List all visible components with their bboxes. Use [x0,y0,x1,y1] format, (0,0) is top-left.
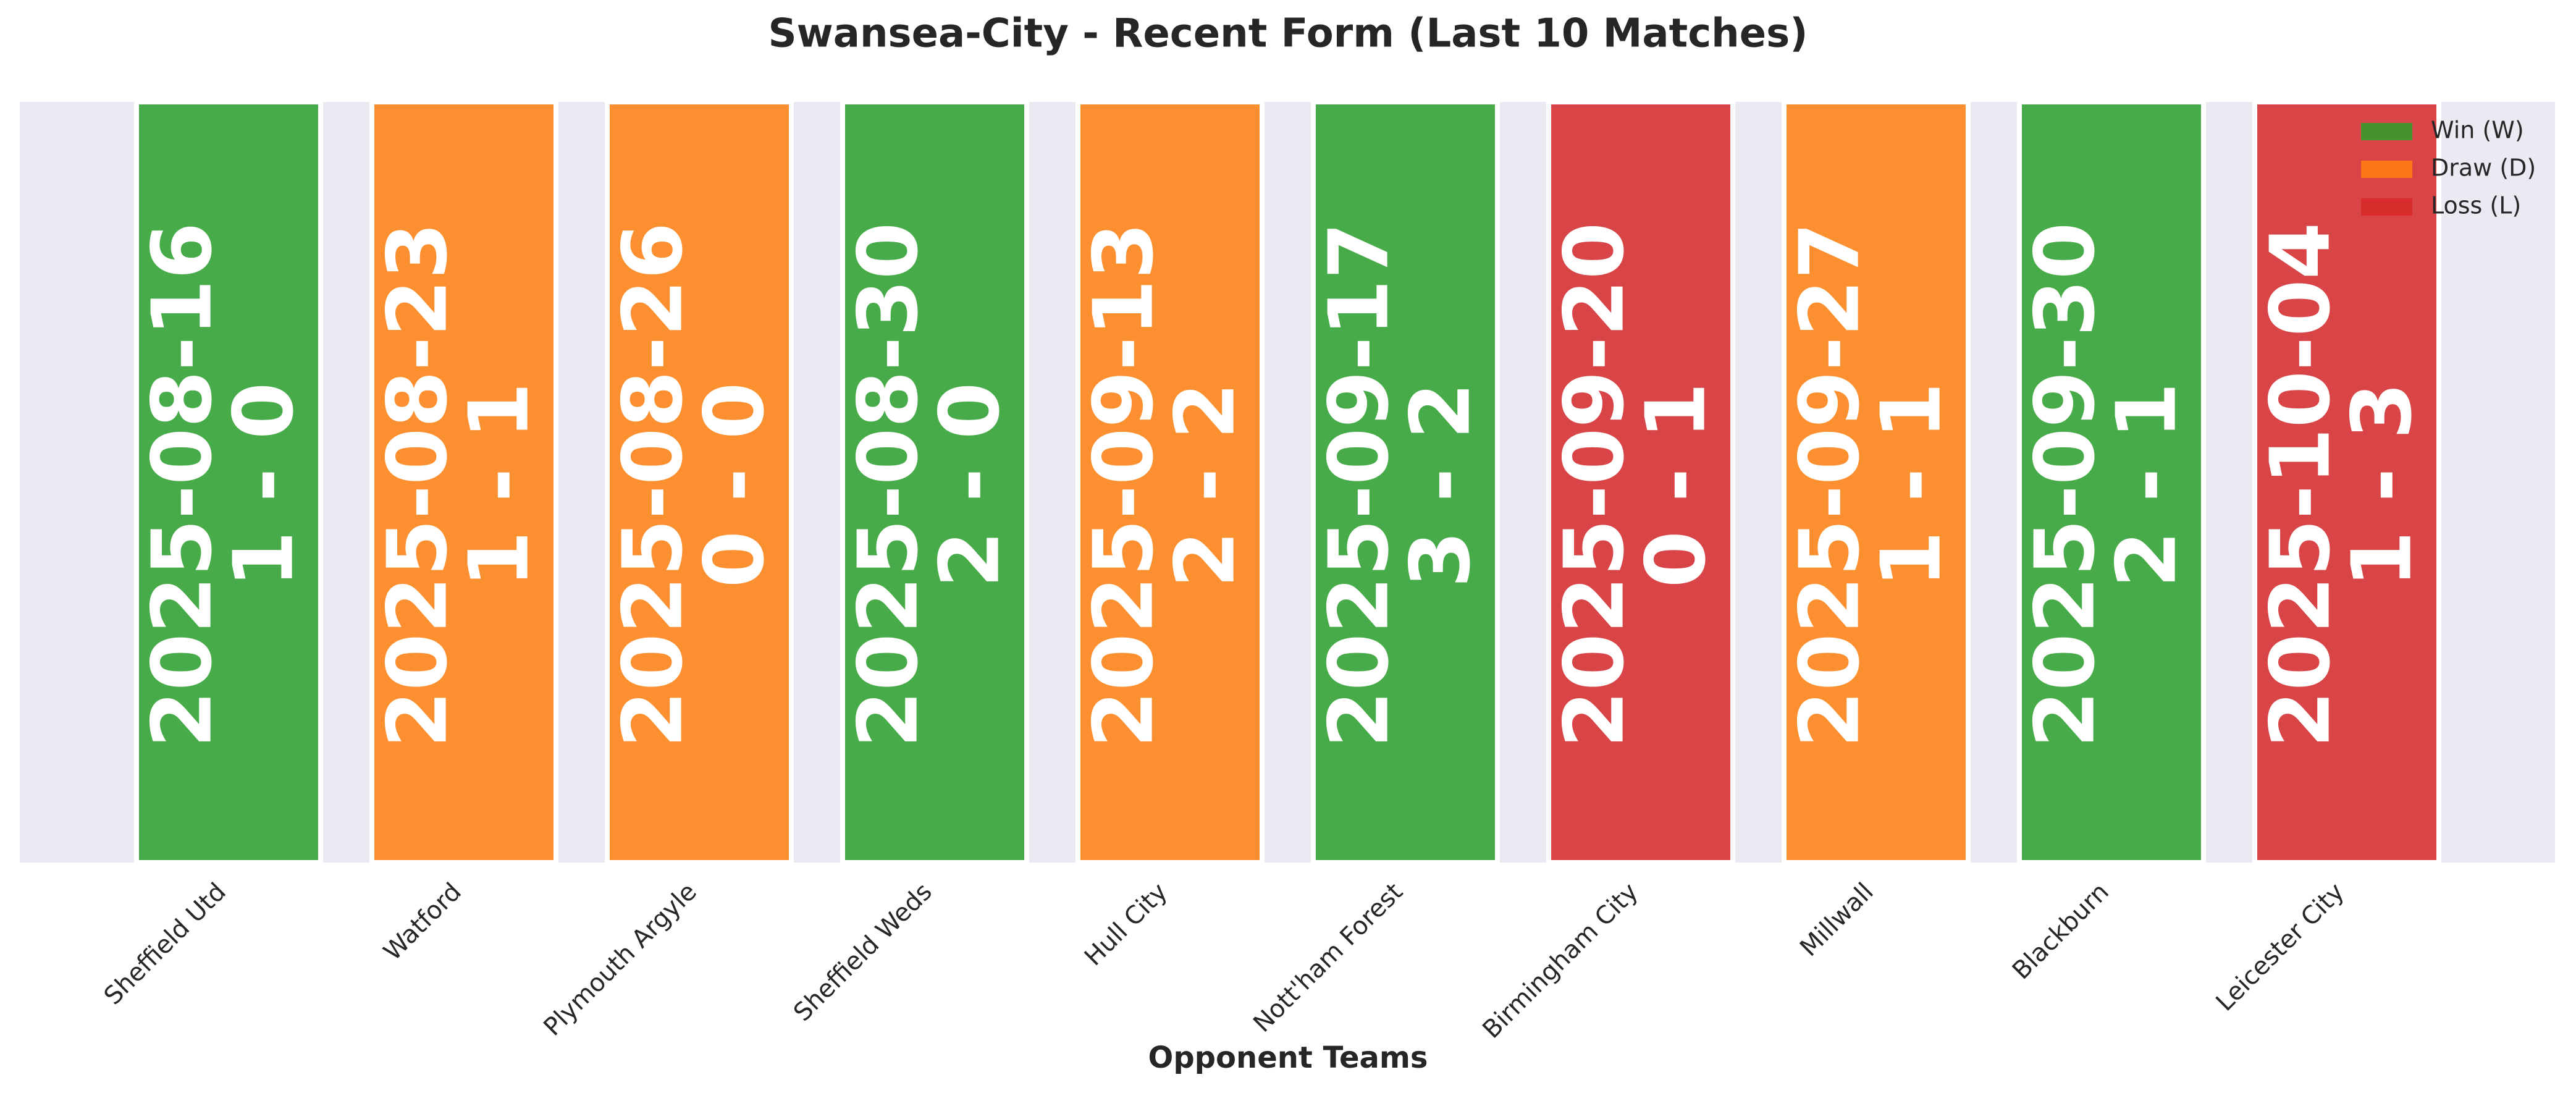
bar-score-label: 3 - 2 [1394,382,1489,588]
bar-date-label: 2025-09-27 [1783,222,1878,748]
legend-swatch [2361,123,2412,140]
x-tick-label: Plymouth Argyle [538,877,702,1041]
bar-score-label: 2 - 2 [1158,382,1253,588]
legend-label: Win (W) [2431,117,2524,144]
bar-score-label: 0 - 0 [688,382,783,588]
legend-swatch [2361,198,2412,216]
bar-score-label: 1 - 0 [217,382,312,588]
bar [1075,99,1265,865]
bar-date-label: 2025-08-16 [135,222,230,748]
bar [840,99,1029,865]
x-tick-label: Leicester City [2211,877,2350,1016]
bar-score-label: 2 - 0 [923,382,1018,588]
chart-title: Swansea-City - Recent Form (Last 10 Matc… [768,11,1808,57]
x-tick-label: Hull City [1079,877,1173,971]
bar [2252,99,2441,865]
bar-date-label: 2025-08-30 [841,222,937,748]
bar [605,99,794,865]
bar-date-label: 2025-10-04 [2254,222,2349,748]
bar-date-label: 2025-09-13 [1077,222,1172,748]
x-tick-label: Millwall [1795,877,1879,962]
x-axis-label: Opponent Teams [1148,1040,1428,1075]
bar [1782,99,1971,865]
bar-date-label: 2025-09-20 [1547,222,1643,748]
x-tick-label: Sheffield Utd [99,877,232,1010]
bar-date-label: 2025-09-17 [1312,222,1407,748]
x-tick-label: Birmingham City [1477,877,1643,1044]
bar-score-label: 0 - 1 [1629,382,1724,588]
bar-score-label: 1 - 3 [2335,382,2430,588]
x-tick-label: Sheffield Weds [788,877,938,1027]
x-tick-label: Blackburn [2007,877,2115,985]
bar [134,99,323,865]
bar-date-label: 2025-08-23 [371,222,466,748]
bar-date-label: 2025-09-30 [2018,222,2113,748]
x-tick-label: Watford [378,877,466,966]
bar [369,99,558,865]
legend-label: Loss (L) [2431,192,2521,219]
bar [1311,99,1500,865]
bar-date-label: 2025-08-26 [606,222,701,748]
bar-score-label: 2 - 1 [2100,382,2195,588]
bar [1546,99,1735,865]
x-tick-label: Nott'ham Forest [1248,877,1408,1038]
legend-swatch [2361,161,2412,178]
legend-label: Draw (D) [2431,154,2536,182]
bar [2017,99,2206,865]
bar-score-label: 1 - 1 [1864,382,1959,588]
bar-score-label: 1 - 1 [452,382,547,588]
